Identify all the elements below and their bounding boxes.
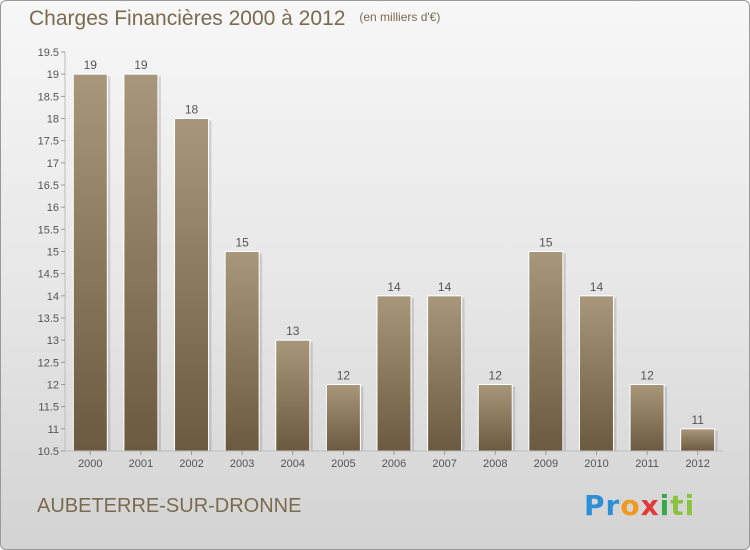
bar <box>629 384 665 452</box>
bar-value-label: 12 <box>640 369 654 383</box>
bar <box>72 73 108 452</box>
bar-value-label: 18 <box>185 103 199 117</box>
x-tick-label: 2012 <box>685 458 709 470</box>
proxiti-logo[interactable]: Proxiti <box>584 489 696 522</box>
y-tick-label: 14.5 <box>38 269 59 281</box>
y-tick-label: 12 <box>47 380 59 392</box>
bar-value-label: 14 <box>590 280 604 294</box>
chart-title: Charges Financières 2000 à 2012 (en milli… <box>29 7 440 31</box>
y-tick-label: 11.5 <box>38 402 59 414</box>
bar-value-label: 15 <box>539 236 553 250</box>
y-tick-label: 14 <box>47 291 59 303</box>
bar-value-label: 14 <box>438 280 452 294</box>
bar <box>528 251 564 452</box>
x-tick-label: 2000 <box>78 458 102 470</box>
x-tick-label: 2010 <box>584 458 608 470</box>
y-tick-label: 18 <box>47 114 59 126</box>
x-tick-label: 2005 <box>331 458 355 470</box>
bar <box>174 118 210 452</box>
bar <box>680 428 716 452</box>
bar <box>376 295 412 452</box>
bar <box>224 251 260 452</box>
x-tick-label: 2002 <box>179 458 203 470</box>
bar-value-label: 19 <box>84 58 98 72</box>
commune-name: AUBETERRE-SUR-DRONNE <box>37 495 302 517</box>
bar-value-label: 13 <box>286 324 300 338</box>
chart-unit: (en milliers d'€) <box>359 10 441 24</box>
x-tick-label: 2011 <box>635 458 659 470</box>
y-tick-label: 19.5 <box>38 47 59 59</box>
x-tick-label: 2007 <box>432 458 456 470</box>
x-tick-label: 2001 <box>129 458 153 470</box>
chart-title-text: Charges Financières 2000 à 2012 <box>29 7 346 30</box>
bar-value-label: 11 <box>691 413 704 427</box>
bar <box>275 339 311 452</box>
y-tick-label: 19 <box>47 69 59 81</box>
y-tick-label: 11 <box>48 424 59 436</box>
y-tick-label: 15.5 <box>38 224 59 236</box>
x-axis: 2000 2001 2002 2003 2004 2005 2006 2007 2008 2009… <box>65 450 723 470</box>
x-tick-label: 2006 <box>382 458 406 470</box>
y-tick-label: 15 <box>47 247 59 259</box>
bar-value-label: 12 <box>337 369 351 383</box>
y-tick-label: 12.5 <box>38 357 59 369</box>
x-tick-label: 2009 <box>534 458 558 470</box>
bars-group: 19 19 18 15 13 12 14 14 12 15 14 12 11 <box>72 58 718 452</box>
y-axis: 10.5 11 11.5 12 12.5 13 13.5 14 14.5 15 15.5 16 16.5… <box>38 47 66 458</box>
y-tick-label: 16.5 <box>38 180 59 192</box>
bar <box>325 384 361 452</box>
y-tick-label: 18.5 <box>38 91 59 103</box>
y-tick-label: 13.5 <box>38 313 59 325</box>
y-tick-label: 17.5 <box>38 136 59 148</box>
bar <box>477 384 513 452</box>
x-tick-label: 2008 <box>483 458 507 470</box>
bar-value-label: 15 <box>235 236 249 250</box>
bar <box>123 73 159 452</box>
bar <box>578 295 614 452</box>
y-tick-label: 17 <box>47 158 59 170</box>
x-tick-label: 2003 <box>230 458 254 470</box>
x-tick-label: 2004 <box>281 458 305 470</box>
bar <box>427 295 463 452</box>
y-tick-label: 16 <box>47 202 59 214</box>
bar-value-label: 12 <box>489 369 503 383</box>
y-tick-label: 13 <box>47 335 59 347</box>
bar-value-label: 14 <box>387 280 401 294</box>
y-tick-label: 10.5 <box>38 446 59 458</box>
bar-value-label: 19 <box>134 58 148 72</box>
